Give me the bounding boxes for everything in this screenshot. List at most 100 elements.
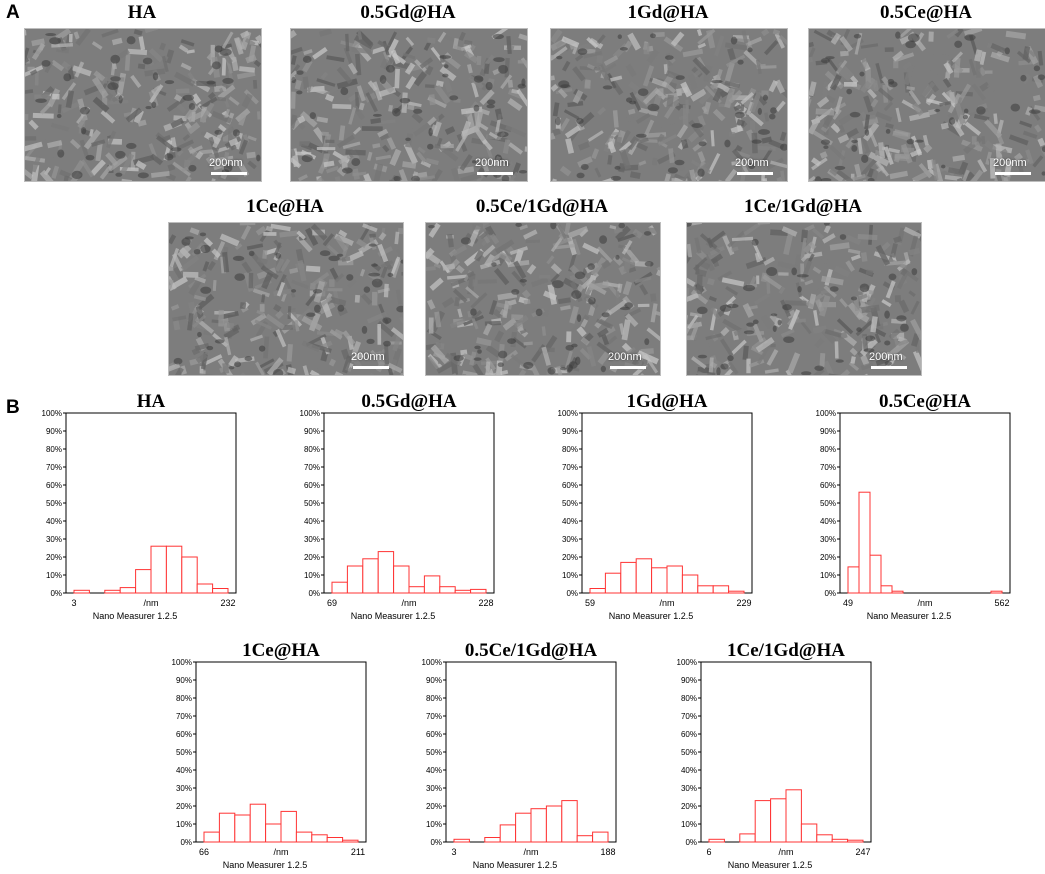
y-tick-label: 50%: [820, 499, 836, 508]
y-tick-label: 60%: [426, 730, 442, 739]
x-max-label: 247: [855, 847, 870, 857]
y-tick-label: 0%: [685, 838, 697, 847]
y-tick-label: 20%: [304, 553, 320, 562]
x-min-label: 59: [585, 598, 595, 608]
histogram-bar: [576, 835, 594, 843]
y-tick-label: 80%: [426, 694, 442, 703]
scale-bar-label: 200nm: [608, 351, 642, 363]
y-tick-label: 30%: [46, 535, 62, 544]
sem-image-title: 0.5Ce/1Gd@HA: [475, 196, 609, 217]
histogram-bar: [499, 824, 517, 843]
histogram-bar: [470, 588, 487, 594]
histogram-bar: [311, 834, 328, 843]
y-tick-label: 70%: [681, 712, 697, 721]
x-unit-label: /nm: [401, 598, 416, 608]
sem-image-7: 1Ce/1Gd@HA 200nm: [686, 196, 922, 376]
sem-image-3: 1Gd@HA 200nm: [550, 2, 788, 182]
x-max-label: 229: [736, 598, 751, 608]
scale-bar-label: 200nm: [735, 157, 769, 169]
histogram-title: 1Gd@HA: [626, 391, 707, 412]
histogram-title: 1Ce@HA: [242, 640, 320, 661]
sem-micrograph: 200nm: [425, 222, 661, 376]
histogram-svg: 1Ce@HA 0% 10% 20% 30% 40% 50% 60% 70% 80% 90% 100% 6…: [172, 640, 367, 870]
y-tick-label: 80%: [304, 445, 320, 454]
scale-bar-label: 200nm: [351, 351, 385, 363]
x-unit-label: /nm: [778, 847, 793, 857]
x-min-label: 3: [71, 598, 76, 608]
histogram-bar: [681, 574, 699, 594]
panel-label-b: B: [6, 397, 20, 418]
histogram-bar: [484, 837, 501, 843]
y-tick-label: 100%: [816, 409, 836, 418]
x-unit-label: /nm: [659, 598, 674, 608]
x-max-label: 211: [351, 847, 365, 857]
histogram-bar: [620, 561, 637, 594]
y-tick-label: 0%: [566, 589, 578, 598]
sem-micrograph: 200nm: [686, 222, 922, 376]
histogram-bar: [858, 491, 871, 594]
y-tick-label: 20%: [426, 802, 442, 811]
scale-bar: [995, 172, 1031, 175]
sem-micrograph: 200nm: [550, 28, 788, 182]
histogram-2: 0.5Gd@HA 0% 10% 20% 30% 40% 50% 60% 70% 80% 90% 100…: [278, 388, 504, 625]
y-tick-label: 50%: [176, 748, 192, 757]
software-caption: Nano Measurer 1.2.5: [473, 860, 558, 870]
histogram-bar: [342, 839, 359, 843]
y-tick-label: 70%: [46, 463, 62, 472]
y-tick-label: 100%: [172, 658, 192, 667]
sem-image-1: HA 200nm: [24, 2, 262, 182]
sem-micrograph: 200nm: [24, 28, 262, 182]
y-tick-label: 30%: [426, 784, 442, 793]
histogram-svg: 0.5Ce@HA 0% 10% 20% 30% 40% 50% 60% 70% 80% 90% 100…: [816, 391, 1011, 621]
sem-image-title: 1Ce/1Gd@HA: [744, 196, 862, 217]
y-tick-label: 30%: [304, 535, 320, 544]
histogram-bar: [218, 812, 236, 843]
y-tick-label: 90%: [562, 427, 578, 436]
y-tick-label: 100%: [422, 658, 442, 667]
y-tick-label: 10%: [820, 571, 836, 580]
x-unit-label: /nm: [143, 598, 158, 608]
y-tick-label: 10%: [304, 571, 320, 580]
histogram-bar: [831, 838, 849, 843]
histogram-bar: [104, 589, 121, 594]
histogram-4: 0.5Ce@HA 0% 10% 20% 30% 40% 50% 60% 70% 80% 90% 100…: [794, 388, 1020, 625]
histogram-svg: 0.5Gd@HA 0% 10% 20% 30% 40% 50% 60% 70% 80% 90% 100…: [300, 391, 495, 621]
histogram-svg: HA 0% 10% 20% 30% 40% 50% 60% 70% 80% 90% 100% 3/nm 2…: [42, 391, 237, 621]
software-caption: Nano Measurer 1.2.5: [351, 611, 436, 621]
sem-image-2: 0.5Gd@HA 200nm: [290, 2, 528, 182]
y-tick-label: 10%: [562, 571, 578, 580]
sem-micrograph: 200nm: [290, 28, 528, 182]
x-max-label: 228: [478, 598, 493, 608]
x-min-label: 69: [327, 598, 337, 608]
y-tick-label: 80%: [681, 694, 697, 703]
histogram-bar: [280, 810, 297, 843]
sem-image-6: 0.5Ce/1Gd@HA 200nm: [425, 196, 661, 376]
y-tick-label: 40%: [176, 766, 192, 775]
histogram-bar: [592, 831, 609, 843]
sem-image-title: 0.5Ce@HA: [879, 2, 973, 23]
y-tick-label: 90%: [426, 676, 442, 685]
histogram-bar: [73, 589, 90, 594]
software-caption: Nano Measurer 1.2.5: [728, 860, 813, 870]
y-tick-label: 50%: [304, 499, 320, 508]
y-tick-label: 70%: [820, 463, 836, 472]
histogram-svg: 1Ce/1Gd@HA 0% 10% 20% 30% 40% 50% 60% 70% 80% 90% 1…: [677, 640, 872, 870]
histogram-bar: [181, 556, 198, 594]
y-tick-label: 50%: [46, 499, 62, 508]
histogram-bar: [150, 545, 167, 594]
histogram-bar: [530, 808, 547, 843]
histogram-bar: [561, 800, 578, 843]
y-tick-label: 70%: [426, 712, 442, 721]
histogram-title: 1Ce/1Gd@HA: [727, 640, 845, 661]
sem-micrograph: 200nm: [168, 222, 404, 376]
histogram-bar: [816, 834, 833, 843]
y-tick-label: 20%: [46, 553, 62, 562]
histogram-bar: [212, 588, 229, 594]
x-min-label: 6: [706, 847, 711, 857]
histogram-bar: [891, 590, 904, 594]
x-min-label: 66: [199, 847, 209, 857]
y-tick-label: 10%: [46, 571, 62, 580]
y-tick-label: 60%: [304, 481, 320, 490]
x-max-label: 562: [994, 598, 1009, 608]
y-tick-label: 60%: [176, 730, 192, 739]
